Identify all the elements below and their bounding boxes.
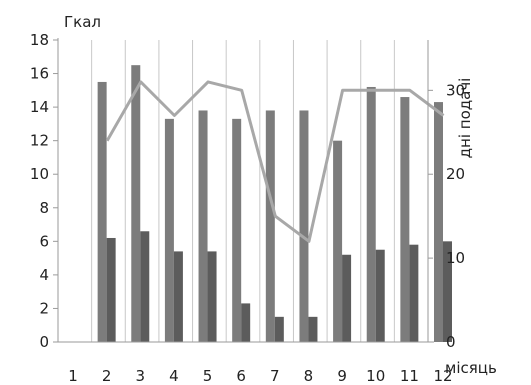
x-tick-label: 7 <box>270 367 280 385</box>
x-tick-label: 9 <box>337 367 347 385</box>
bar-series-1 <box>299 110 309 342</box>
x-tick-label: 12 <box>433 367 452 385</box>
bar-series-1 <box>434 102 443 342</box>
bar-series-1 <box>232 118 242 342</box>
series-line <box>105 80 445 243</box>
bar-series-2 <box>241 303 251 342</box>
y-tick-label: 0 <box>39 333 49 351</box>
x-tick-label: 5 <box>203 367 213 385</box>
y-tick-label: 14 <box>30 98 49 116</box>
bar-series-1 <box>333 140 343 342</box>
line-series <box>105 80 445 243</box>
bar-series-2 <box>443 241 452 342</box>
x-tick-label: 4 <box>169 367 179 385</box>
y-tick-label: 12 <box>30 132 49 150</box>
y-tick-label: 18 <box>30 31 49 49</box>
bar-series-1 <box>97 81 107 342</box>
bar-series-2 <box>274 316 284 342</box>
y-tick-label: 2 <box>39 299 49 317</box>
bar-series-1 <box>265 110 275 342</box>
bar-series-1 <box>164 118 174 342</box>
axes <box>53 38 434 343</box>
bar-series-1 <box>400 97 410 343</box>
x-tick-label: 3 <box>135 367 145 385</box>
y-tick-label: 4 <box>39 266 49 284</box>
x-tick-label: 10 <box>366 367 385 385</box>
x-tick-label: 1 <box>68 367 78 385</box>
x-axis-label: місяць <box>445 359 497 377</box>
bar-series-2 <box>207 251 217 342</box>
y2-axis-label: дні подачі <box>456 78 474 159</box>
bar-series-2 <box>106 237 116 342</box>
bar-series-2 <box>308 316 318 342</box>
bar-series-1 <box>131 65 141 343</box>
x-tick-label: 2 <box>102 367 112 385</box>
bar-series-2 <box>342 254 352 342</box>
x-tick-label: 8 <box>304 367 314 385</box>
y2-tick-label: 20 <box>446 165 465 183</box>
y2-tick-label: 30 <box>446 81 465 99</box>
y2-tick-label: 0 <box>446 333 456 351</box>
bars <box>97 65 452 343</box>
y2-tick-label: 10 <box>446 249 465 267</box>
bar-series-1 <box>198 110 208 342</box>
x-tick-label: 6 <box>236 367 246 385</box>
y-tick-label: 6 <box>39 232 49 250</box>
bar-series-2 <box>375 249 385 342</box>
y-tick-label: 10 <box>30 165 49 183</box>
bar-series-2 <box>173 251 183 342</box>
bar-series-1 <box>366 86 376 342</box>
bar-series-2 <box>409 244 419 342</box>
x-tick-label: 11 <box>400 367 419 385</box>
y-tick-label: 16 <box>30 65 49 83</box>
y-axis-label: Гкал <box>64 13 101 31</box>
y-tick-label: 8 <box>39 199 49 217</box>
bar-series-2 <box>140 231 150 342</box>
